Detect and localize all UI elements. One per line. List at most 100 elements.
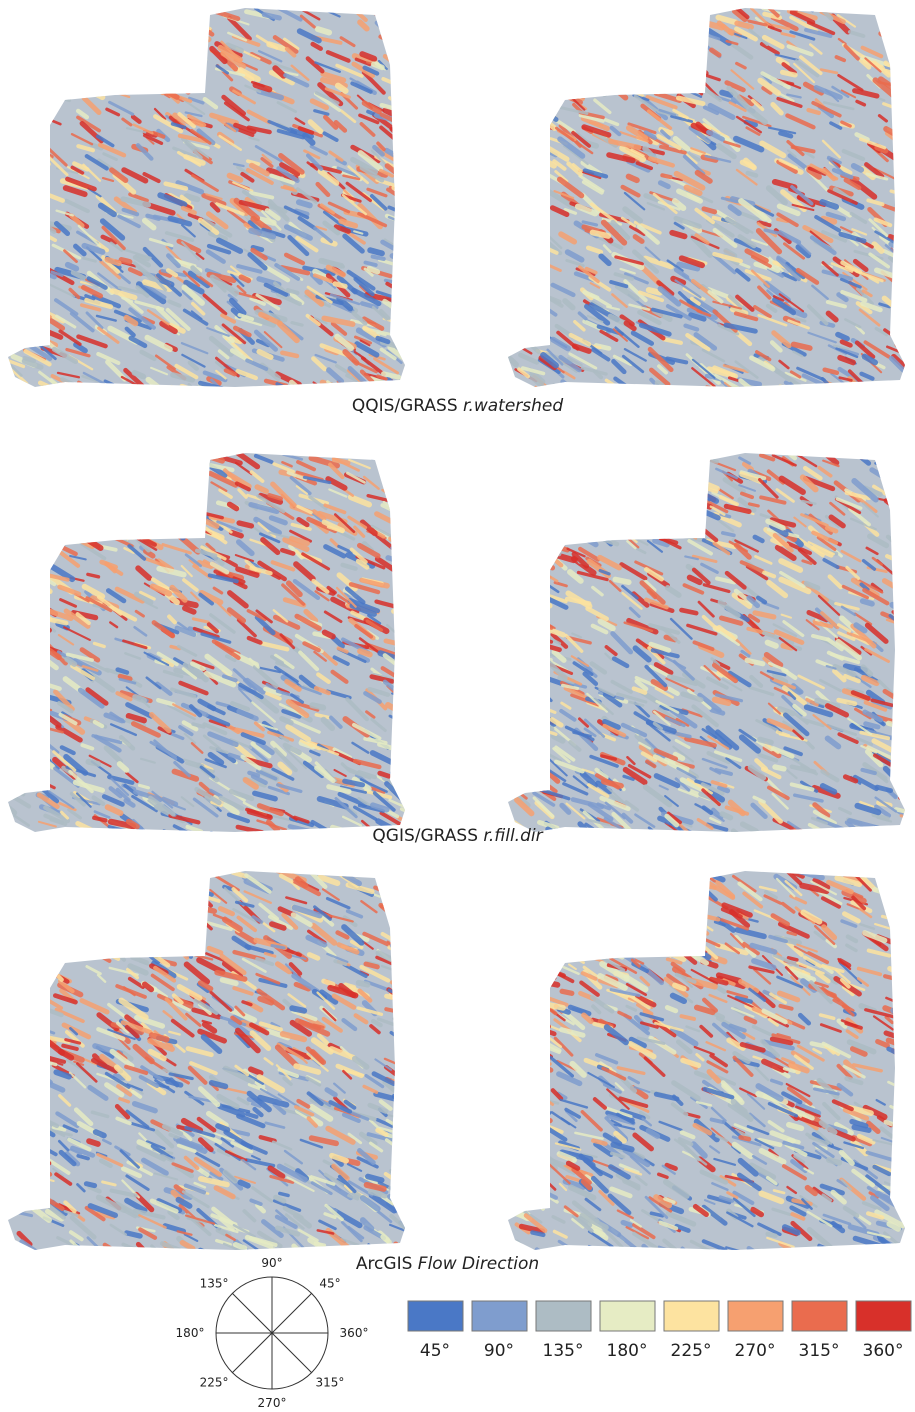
terrain-streak [624,59,633,61]
terrain-streak [5,603,14,611]
terrain-streak [16,605,39,616]
terrain-streak [663,507,671,510]
terrain-streak [672,233,684,237]
terrain-streak [521,120,544,139]
terrain-streak [562,466,581,477]
terrain-streak [24,463,39,468]
terrain-streak [536,28,562,41]
terrain-streak [509,557,517,562]
terrain-streak [45,951,53,959]
terrain-streak [593,39,605,48]
terrain-streak [36,106,50,109]
terrain-streak [26,93,42,109]
terrain-streak [402,738,414,746]
terrain-streak [32,1027,39,1033]
terrain-streak [64,924,75,931]
terrain-streak [122,921,142,927]
terrain-streak [615,29,625,37]
terrain-streak [170,40,193,48]
terrain-streak [55,517,70,521]
terrain-streak [81,520,93,528]
terrain-streak [14,649,37,667]
terrain-streak [15,120,28,125]
terrain-streak [20,56,30,60]
terrain-streak [900,798,908,800]
terrain-streak [392,982,402,988]
terrain-streak [167,11,182,26]
terrain-streak [292,323,302,325]
terrain-streak [905,763,913,770]
terrain-streak [41,935,50,937]
terrain-streak [895,237,909,240]
terrain-streak [386,484,403,488]
terrain-streak [68,265,76,269]
terrain-streak [13,1041,25,1046]
terrain-streak [196,22,210,28]
terrain-streak [183,73,196,79]
terrain-streak [525,765,535,771]
terrain-streak [41,935,58,941]
terrain-streak [565,85,587,90]
terrain-streak [119,470,138,485]
map-raster [505,450,915,844]
terrain-streak [15,74,26,85]
terrain-streak [26,911,41,918]
terrain-streak [582,30,604,50]
terrain-streak [36,889,60,904]
terrain-streak [8,785,24,794]
terrain-streak [514,743,525,747]
terrain-streak [511,628,529,645]
terrain-streak [16,1116,33,1130]
terrain-streak [7,773,17,776]
terrain-streak [515,768,526,772]
terrain-streak [119,9,142,27]
terrain-streak [37,1091,48,1096]
terrain-streak [27,599,37,607]
terrain-streak [545,111,555,118]
terrain-streak [539,474,556,485]
terrain-streak [395,869,420,882]
terrain-streak [155,48,173,65]
terrain-streak [624,497,643,514]
terrain-streak [106,887,129,904]
terrain-streak [113,912,130,927]
terrain-streak [44,89,58,97]
terrain-streak [591,82,605,86]
terrain-streak [846,386,861,390]
terrain-streak [382,885,391,887]
terrain-streak [187,196,198,199]
terrain-streak [100,51,109,59]
terrain-streak [596,89,604,95]
terrain-streak [153,514,163,518]
terrain-streak [35,521,53,527]
terrain-streak [109,945,124,959]
terrain-streak [506,538,520,545]
terrain-streak [31,303,50,317]
terrain-streak [39,613,50,619]
terrain-streak [533,733,541,737]
terrain-streak [89,869,113,880]
terrain-streak [155,504,173,511]
terrain-streak [899,1083,910,1085]
terrain-streak [574,61,594,75]
terrain-streak [507,1043,519,1054]
terrain-streak [165,524,172,531]
terrain-streak [129,915,150,931]
terrain-streak [37,580,47,583]
terrain-streak [125,483,141,488]
terrain-streak [19,192,33,206]
terrain-streak [200,908,214,911]
terrain-streak [862,388,871,395]
terrain-streak [115,896,136,903]
terrain-streak [825,370,837,373]
terrain-streak [133,29,146,32]
terrain-streak [150,9,173,25]
terrain-streak [562,991,572,993]
terrain-streak [25,871,38,875]
terrain-streak [13,1123,28,1127]
terrain-streak [656,57,674,71]
terrain-streak [400,972,412,981]
terrain-streak [182,387,203,394]
terrain-streak [66,13,78,22]
terrain-streak [900,321,910,332]
